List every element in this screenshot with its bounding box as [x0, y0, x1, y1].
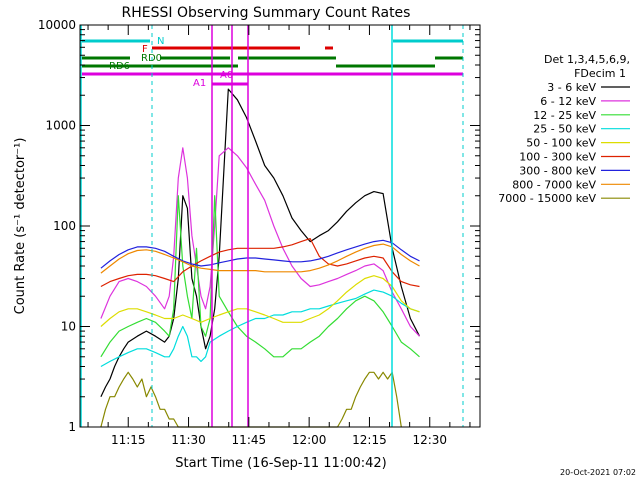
legend-label: 300 - 800 keV [519, 164, 596, 177]
chart-title: RHESSI Observing Summary Count Rates [122, 5, 411, 21]
series-line-6 [100, 239, 420, 269]
series-line-1 [100, 147, 420, 337]
y-tick-label: 1000 [45, 119, 76, 133]
legend-subtitle: FDecim 1 [574, 67, 626, 80]
legend-title: Det 1,3,4,5,6,9, [544, 53, 630, 66]
y-ticks: 1 10 100 1000 10000 [38, 18, 480, 434]
legend-label: 7000 - 15000 keV [498, 192, 596, 205]
label-rd6: RD6 [109, 61, 130, 72]
legend-label: 6 - 12 keV [540, 95, 596, 108]
y-tick-label: 1 [68, 420, 76, 434]
x-tick-label: 11:30 [171, 433, 206, 447]
series-layer [100, 88, 421, 428]
series-line-2 [100, 195, 420, 358]
x-tick-label: 11:45 [232, 433, 267, 447]
legend-label: 25 - 50 keV [533, 123, 596, 136]
legend-label: 12 - 25 keV [533, 109, 596, 122]
series-line-8 [100, 371, 402, 428]
y-axis-label: Count Rate (s⁻¹ detector⁻¹) [13, 138, 28, 315]
label-n: N [157, 36, 164, 47]
x-tick-label: 12:30 [412, 433, 447, 447]
label-a0: A0 [220, 70, 233, 81]
legend-label: 100 - 300 keV [519, 151, 596, 164]
series-line-5 [100, 238, 420, 288]
label-rd0: RD0 [141, 53, 162, 64]
y-tick-label: 10000 [38, 18, 76, 32]
x-ticks: 11:15 11:30 11:45 12:00 12:15 12:30 [87, 25, 471, 447]
label-a1: A1 [193, 78, 206, 89]
y-tick-label: 10 [61, 320, 76, 334]
legend-label: 3 - 6 keV [547, 81, 596, 94]
y-tick-label: 100 [53, 219, 76, 233]
label-f: F [142, 44, 148, 55]
x-tick-label: 12:00 [292, 433, 327, 447]
series-line-4 [100, 275, 420, 327]
x-tick-label: 11:15 [111, 433, 146, 447]
series-line-0 [100, 88, 421, 397]
legend-label: 50 - 100 keV [526, 137, 596, 150]
series-line-3 [100, 289, 420, 368]
x-axis-label: Start Time (16-Sep-11 11:00:42) [175, 456, 386, 471]
date-stamp: 20-Oct-2021 07:02 [560, 468, 636, 477]
series-line-7 [100, 243, 420, 274]
x-tick-label: 12:15 [352, 433, 387, 447]
legend-label: 800 - 7000 keV [512, 178, 596, 191]
